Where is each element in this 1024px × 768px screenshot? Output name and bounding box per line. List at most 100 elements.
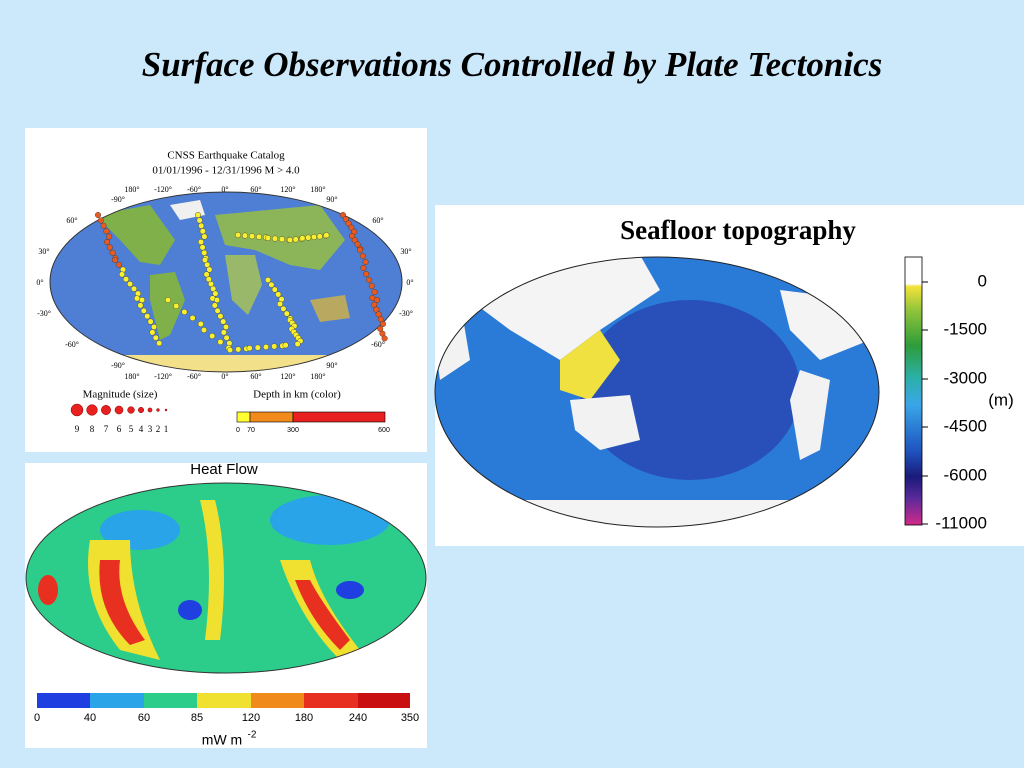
earthquake-dot xyxy=(311,233,318,240)
earthquake-dot xyxy=(381,335,388,342)
earthquake-dot xyxy=(156,340,163,347)
scale-tick: -3000 xyxy=(944,368,987,387)
earthquake-dot xyxy=(206,266,213,273)
depth-swatch xyxy=(249,411,294,423)
earthquake-dot xyxy=(366,277,373,284)
magnitude-value: 1 xyxy=(164,424,169,434)
longitude-label: 90° xyxy=(326,195,337,204)
earthquake-dot xyxy=(254,344,261,351)
longitude-label: -90° xyxy=(111,195,125,204)
scale-tick: -6000 xyxy=(944,465,987,484)
earthquake-dot xyxy=(272,235,279,242)
earthquake-dot xyxy=(223,334,230,341)
earthquake-dot xyxy=(103,228,110,235)
legend-label: Magnitude (size) xyxy=(83,389,158,401)
longitude-label: 60° xyxy=(250,372,261,381)
longitude-label: -60° xyxy=(187,185,201,194)
magnitude-symbol xyxy=(138,407,144,413)
magnitude-value: 7 xyxy=(104,424,109,434)
earthquake-dot xyxy=(217,339,224,346)
scale-tick: 120 xyxy=(242,712,260,724)
earthquake-dot xyxy=(201,233,208,240)
earthquake-dot xyxy=(277,301,284,308)
longitude-label: 90° xyxy=(326,361,337,370)
latitude-label: 30° xyxy=(400,247,411,256)
magnitude-value: 4 xyxy=(139,424,144,434)
magnitude-value: 6 xyxy=(117,424,122,434)
scale-tick: 240 xyxy=(349,712,367,724)
earthquake-dot xyxy=(362,259,369,266)
magnitude-value: 5 xyxy=(129,424,134,434)
longitude-label: 0° xyxy=(221,185,228,194)
latitude-label: 0° xyxy=(406,278,413,287)
earthquake-dot xyxy=(122,276,129,283)
earthquake-dot xyxy=(271,343,278,350)
depth-tick: 600 xyxy=(378,427,390,434)
latitude-label: 60° xyxy=(372,216,383,225)
longitude-label: -60° xyxy=(187,372,201,381)
earthquake-dot xyxy=(94,211,101,218)
earthquake-dot xyxy=(199,244,206,251)
earthquake-dot xyxy=(212,290,219,297)
earthquake-dot xyxy=(137,302,144,309)
slide-title: Surface Observations Controlled by Plate… xyxy=(142,45,883,84)
earthquake-dot xyxy=(299,235,306,242)
earthquake-dot xyxy=(173,303,180,310)
earthquake-dot xyxy=(217,313,224,320)
earthquake-dot xyxy=(226,347,233,354)
magnitude-symbol xyxy=(114,405,124,415)
heat-flow-swatch xyxy=(144,693,197,708)
earthquake-dot xyxy=(348,224,355,231)
earthquake-dots xyxy=(94,211,388,354)
scale-unit: (m) xyxy=(988,390,1013,409)
earthquake-dot xyxy=(359,252,366,259)
scale-tick: 0 xyxy=(978,271,987,290)
earthquake-dot xyxy=(340,211,347,218)
longitude-label: 180° xyxy=(124,372,139,381)
earthquake-dot xyxy=(100,222,107,229)
earthquake-dot xyxy=(109,249,116,256)
heat-flow-swatch xyxy=(358,693,410,708)
latitude-label: -30° xyxy=(37,309,51,318)
magnitude-value: 8 xyxy=(90,424,95,434)
depth-tick: 300 xyxy=(287,427,299,434)
earthquake-dot xyxy=(197,321,204,328)
map-outline xyxy=(49,191,403,373)
earthquake-dot xyxy=(213,297,220,304)
scale-tick: -11000 xyxy=(935,513,987,532)
earthquake-dot xyxy=(380,321,387,328)
magnitude-symbol xyxy=(70,403,84,417)
earthquake-dot xyxy=(189,315,196,322)
longitude-label: 180° xyxy=(124,185,139,194)
earthquake-dot xyxy=(144,313,151,320)
earthquake-dot xyxy=(287,236,294,243)
map-title: Seafloor topography xyxy=(620,215,856,245)
magnitude-symbol xyxy=(86,404,98,416)
earthquake-dot xyxy=(149,329,156,336)
earthquake-map xyxy=(50,192,402,372)
earthquake-dot xyxy=(200,327,207,334)
earthquake-dot xyxy=(138,297,145,304)
earthquake-dot xyxy=(368,283,375,290)
earthquake-dot xyxy=(130,285,137,292)
earthquake-dot xyxy=(275,291,282,298)
earthquake-dot xyxy=(111,257,118,264)
earthquake-dot xyxy=(323,232,330,239)
earthquake-dot xyxy=(103,238,110,245)
earthquake-dot xyxy=(342,216,349,223)
heat-flow-swatch xyxy=(90,693,144,708)
earthquake-dot xyxy=(147,318,154,325)
earthquake-dot xyxy=(234,231,241,238)
depth-swatch xyxy=(292,411,386,423)
earthquake-dot xyxy=(349,232,356,239)
latitude-label: 0° xyxy=(36,278,43,287)
scale-tick: 60 xyxy=(138,712,150,724)
earthquake-dot xyxy=(371,289,378,296)
earthquake-dot xyxy=(241,232,248,239)
earthquake-dot xyxy=(211,302,218,309)
heat-flow-map xyxy=(26,483,426,673)
heat-flow-swatch xyxy=(251,693,304,708)
earthquake-dot xyxy=(292,236,299,243)
depth-tick: 70 xyxy=(247,427,255,434)
heat-flow-swatch xyxy=(197,693,251,708)
